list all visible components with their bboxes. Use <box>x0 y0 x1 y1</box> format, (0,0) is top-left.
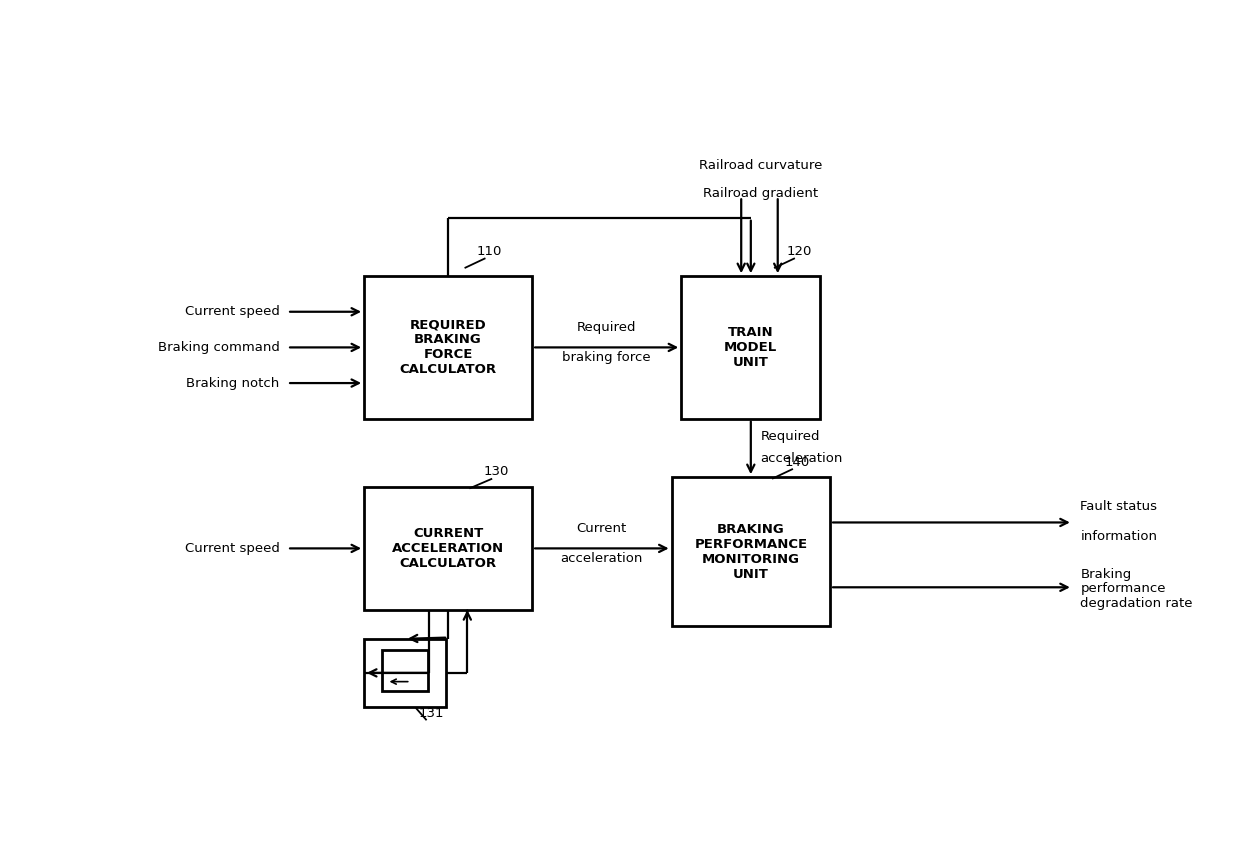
Text: Required: Required <box>577 322 636 334</box>
Text: Required: Required <box>760 429 820 443</box>
Text: degradation rate: degradation rate <box>1080 597 1193 610</box>
Bar <box>365 487 532 610</box>
Text: Braking command: Braking command <box>157 341 279 354</box>
Text: acceleration: acceleration <box>760 452 843 465</box>
Text: Railroad curvature: Railroad curvature <box>699 159 822 173</box>
Bar <box>672 477 830 626</box>
Text: REQUIRED
BRAKING
FORCE
CALCULATOR: REQUIRED BRAKING FORCE CALCULATOR <box>399 318 497 376</box>
Bar <box>681 276 821 418</box>
Text: braking force: braking force <box>563 350 651 364</box>
Text: 140: 140 <box>785 456 810 469</box>
Text: 110: 110 <box>476 245 502 258</box>
Text: acceleration: acceleration <box>560 552 644 565</box>
Text: BRAKING
PERFORMANCE
MONITORING
UNIT: BRAKING PERFORMANCE MONITORING UNIT <box>694 523 807 581</box>
Text: Railroad gradient: Railroad gradient <box>703 187 818 200</box>
Text: Braking: Braking <box>1080 568 1132 581</box>
Text: CURRENT
ACCELERATION
CALCULATOR: CURRENT ACCELERATION CALCULATOR <box>392 527 505 570</box>
Text: Fault status: Fault status <box>1080 500 1157 513</box>
Bar <box>382 650 428 690</box>
Text: Current speed: Current speed <box>185 306 279 318</box>
Text: information: information <box>1080 530 1157 543</box>
Text: 131: 131 <box>419 707 444 720</box>
Text: 120: 120 <box>786 245 811 258</box>
Text: 130: 130 <box>484 466 508 478</box>
Text: TRAIN
MODEL
UNIT: TRAIN MODEL UNIT <box>724 326 777 369</box>
Text: Current speed: Current speed <box>185 542 279 555</box>
Text: performance: performance <box>1080 582 1166 595</box>
Bar <box>365 639 445 707</box>
Text: Current: Current <box>577 522 627 536</box>
Bar <box>365 276 532 418</box>
Text: Braking notch: Braking notch <box>186 376 279 390</box>
